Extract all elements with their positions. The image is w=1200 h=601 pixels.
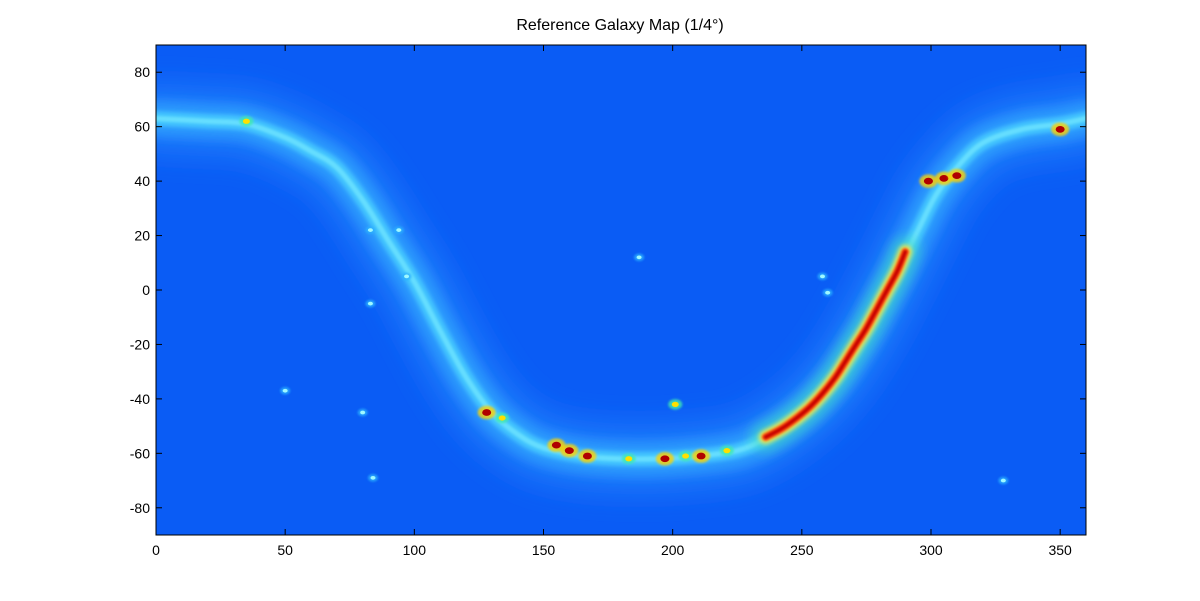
point-source [625,456,633,462]
galactic-center-segment [750,236,921,452]
point-source [242,118,250,124]
x-axis: 0 50 100 150 200 250 300 350 [152,45,1072,558]
point-source [696,452,706,460]
point-source [671,401,679,407]
chart-title: Reference Galaxy Map (1/4°) [516,17,723,34]
point-source [723,447,731,454]
point-source [404,274,410,279]
point-source [551,441,561,449]
x-tick-label: 100 [403,542,427,558]
point-source [367,228,373,232]
y-tick-label: -40 [130,391,150,407]
point-source [939,175,949,182]
y-tick-label: 20 [134,228,150,244]
point-source [952,172,962,180]
point-source [636,255,642,260]
x-tick-label: 200 [661,542,685,558]
x-tick-label: 150 [532,542,556,558]
x-tick-label: 0 [152,542,160,558]
x-tick-label: 250 [790,542,814,558]
point-source [367,301,373,306]
point-source [498,415,506,421]
point-source [370,475,376,480]
x-tick-label: 300 [919,542,943,558]
y-tick-label: -60 [130,445,150,461]
point-source [682,453,690,459]
y-tick-label: 80 [134,64,150,80]
point-source [282,388,288,393]
point-source [564,447,574,454]
point-source [820,274,825,279]
hot-core [763,249,908,439]
point-source [1055,126,1065,133]
point-source [660,455,670,463]
x-tick-label: 350 [1048,542,1072,558]
y-tick-label: -80 [130,500,150,516]
point-source [923,177,933,185]
point-source [396,228,402,232]
y-tick-label: -20 [130,336,150,352]
plot-area [156,45,1086,535]
x-tick-label: 50 [277,542,293,558]
point-source [825,290,831,295]
y-tick-label: 60 [134,119,150,135]
band-ridge [156,116,1086,462]
y-tick-label: 0 [142,282,150,298]
point-source [582,452,592,460]
galactic-band [156,83,1086,495]
point-sources [239,115,1070,485]
point-source [482,409,492,416]
y-axis: 80 60 40 20 0 -20 -40 -60 -80 [130,64,1086,516]
point-source [1000,478,1006,483]
point-source [360,410,366,415]
y-tick-label: 40 [134,173,150,189]
